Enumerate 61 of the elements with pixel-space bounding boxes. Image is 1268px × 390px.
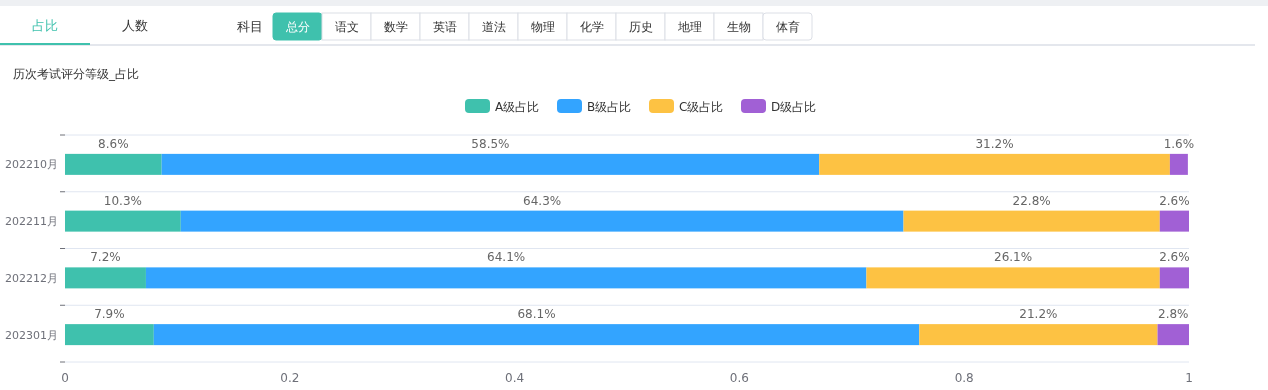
data-label: 64.1% <box>487 250 526 265</box>
text: 物理 <box>530 20 555 34</box>
bar <box>1169 153 1188 175</box>
text: 占比 <box>32 18 58 33</box>
legend-label: A级占比 <box>495 100 540 114</box>
bar <box>65 267 146 289</box>
bar <box>161 153 820 175</box>
y-tick-label: 202210月 <box>5 158 58 172</box>
bar <box>180 210 904 232</box>
data-label: 10.3% <box>103 193 142 208</box>
legend-label: C级占比 <box>679 100 724 114</box>
y-tick-label: 202301月 <box>5 328 58 342</box>
x-tick-label: 0 <box>61 371 69 385</box>
bar <box>145 267 867 289</box>
x-tick-label: 0.2 <box>280 371 300 385</box>
text: 科目 <box>237 19 263 34</box>
x-tick-label: 0.8 <box>954 371 974 385</box>
data-label: 7.9% <box>94 307 125 322</box>
data-label: 7.2% <box>90 250 121 265</box>
chart-title: 历次考试评分等级_占比 <box>13 67 139 81</box>
legend-label: B级占比 <box>587 100 632 114</box>
text: 总分 <box>284 20 310 34</box>
data-label: 8.6% <box>98 136 129 151</box>
text: 地理 <box>676 20 702 34</box>
x-tick-label: 1 <box>1185 371 1193 385</box>
bar <box>65 210 181 232</box>
data-label: 68.1% <box>517 307 556 322</box>
data-label: 2.8% <box>1158 307 1189 322</box>
data-label: 2.6% <box>1159 250 1190 265</box>
bar <box>65 324 154 346</box>
x-tick-label: 0.4 <box>505 371 525 385</box>
data-label: 31.2% <box>975 136 1014 151</box>
text: 数学 <box>383 20 408 34</box>
y-tick-label: 202212月 <box>5 271 58 285</box>
bar <box>866 267 1160 289</box>
text: 人数 <box>122 18 148 33</box>
text: 化学 <box>579 20 604 34</box>
bar <box>919 324 1158 346</box>
text: 英语 <box>432 20 457 34</box>
bar <box>65 153 162 175</box>
data-label: 1.6% <box>1163 136 1195 151</box>
bar <box>819 153 1170 175</box>
data-label: 58.5% <box>471 136 510 151</box>
data-label: 2.6% <box>1159 193 1190 208</box>
data-label: 26.1% <box>994 250 1033 265</box>
bar <box>1159 267 1189 289</box>
bar <box>903 210 1160 232</box>
text: 生物 <box>726 20 751 34</box>
text: 历史 <box>628 20 653 34</box>
x-tick-label: 0.6 <box>729 371 749 385</box>
legend-label: D级占比 <box>771 100 817 114</box>
text: 体育 <box>775 20 800 34</box>
bar <box>1159 210 1189 232</box>
text: 语文 <box>334 20 359 34</box>
data-label: 64.3% <box>523 193 562 208</box>
data-label: 21.2% <box>1019 307 1058 322</box>
text: 道法 <box>481 20 506 34</box>
y-tick-label: 202211月 <box>5 215 58 229</box>
bar <box>153 324 920 346</box>
data-label: 22.8% <box>1012 193 1051 208</box>
bar <box>1157 324 1189 346</box>
